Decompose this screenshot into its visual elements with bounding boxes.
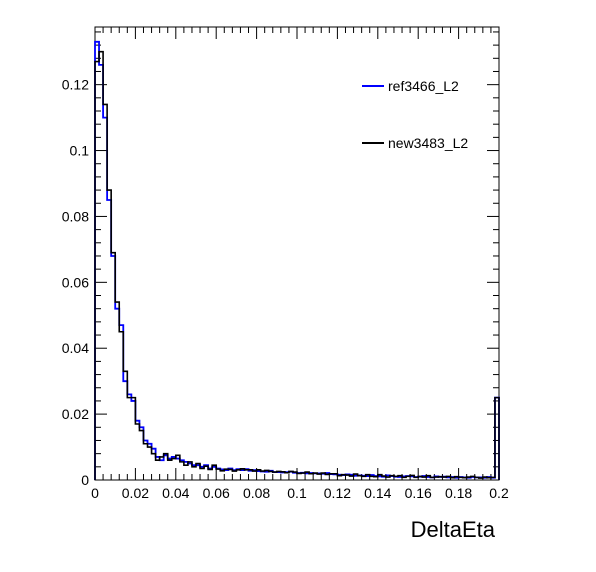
x-tick-label: 0.1 <box>287 485 307 501</box>
y-tick-label: 0.12 <box>62 77 89 93</box>
y-tick-label: 0.1 <box>70 143 90 159</box>
y-tick-label: 0.06 <box>62 274 89 290</box>
y-tick-label: 0.02 <box>62 406 89 422</box>
x-tick-label: 0.12 <box>324 485 351 501</box>
legend-label-new3483_L2: new3483_L2 <box>388 135 468 151</box>
x-tick-label: 0.16 <box>405 485 432 501</box>
x-tick-label: 0.08 <box>243 485 270 501</box>
x-tick-label: 0.06 <box>203 485 230 501</box>
histogram-new3483_L2 <box>94 50 500 480</box>
y-tick-label: 0.08 <box>62 208 89 224</box>
y-tick-label: 0.04 <box>62 340 89 356</box>
x-tick-label: 0.2 <box>489 485 509 501</box>
x-tick-label: 0 <box>91 485 99 501</box>
x-axis-title: DeltaEta <box>411 517 496 542</box>
x-tick-label: 0.18 <box>445 485 472 501</box>
legend-label-ref3466_L2: ref3466_L2 <box>388 78 459 94</box>
y-tick-label: 0 <box>81 472 89 488</box>
x-tick-label: 0.02 <box>122 485 149 501</box>
plot-frame <box>94 26 500 481</box>
x-tick-label: 0.14 <box>364 485 391 501</box>
x-tick-label: 0.04 <box>162 485 189 501</box>
histogram-ref3466_L2 <box>94 40 500 480</box>
